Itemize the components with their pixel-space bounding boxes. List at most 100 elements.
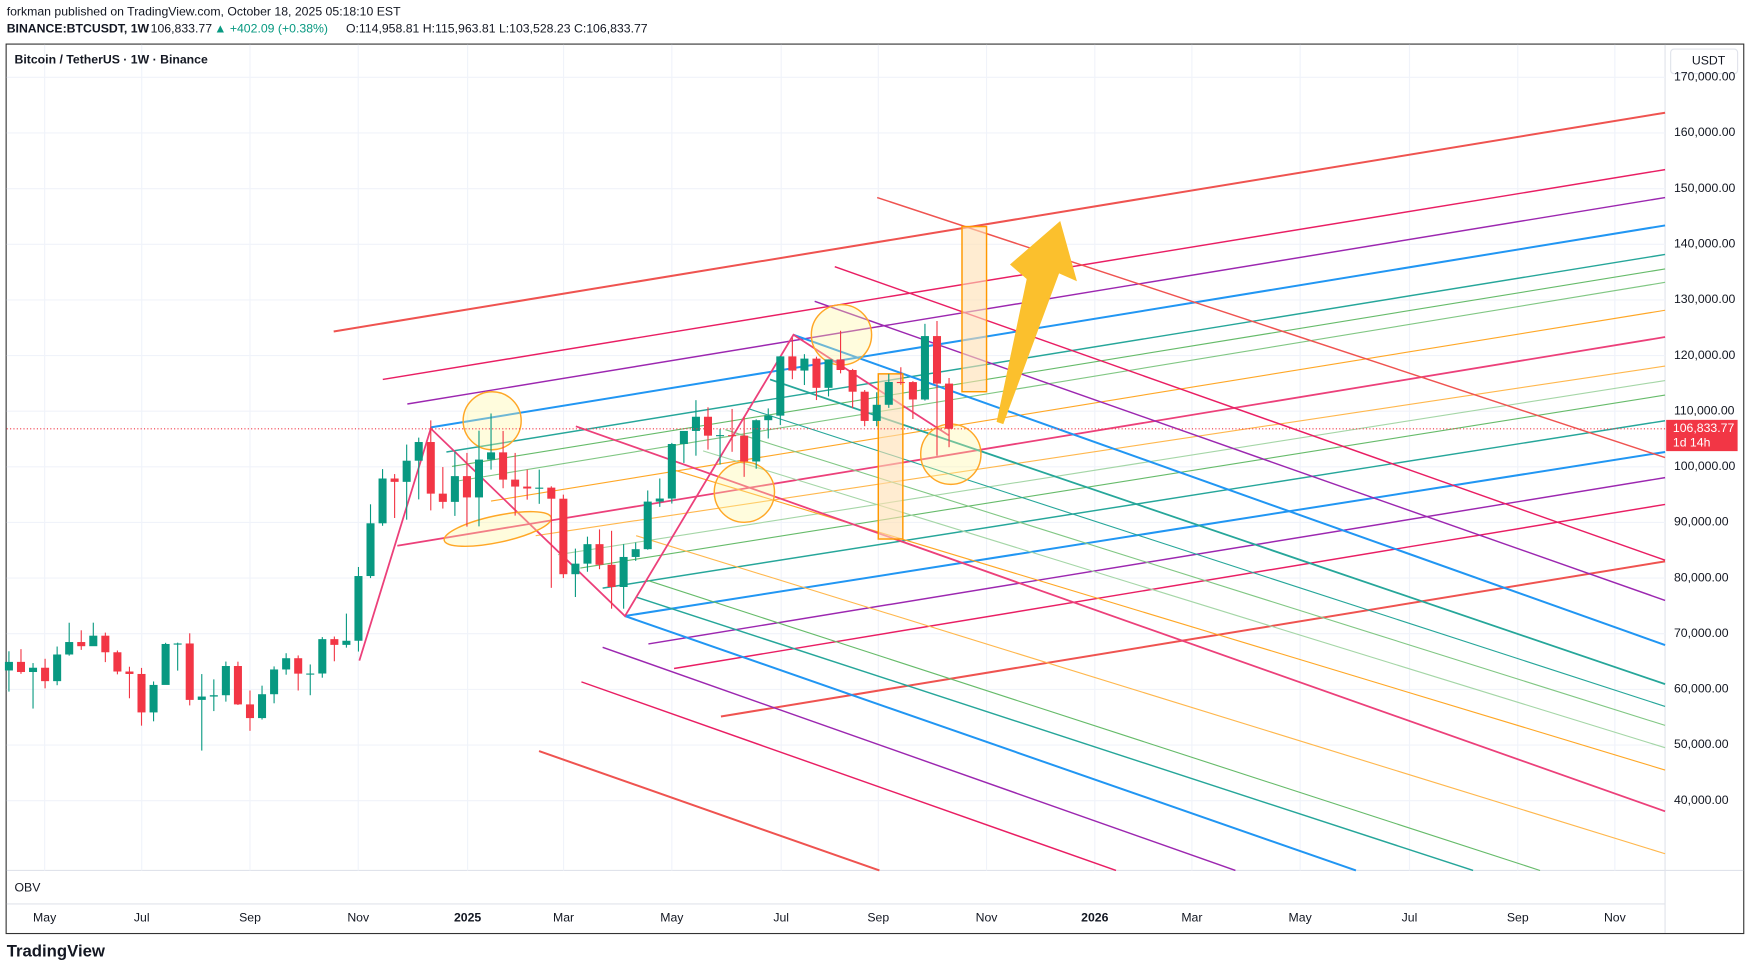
candle-body	[583, 544, 592, 564]
brand: TradingView	[7, 941, 106, 960]
candle-body	[559, 498, 568, 575]
x-tick-label: Nov	[347, 911, 370, 925]
candle-body	[788, 356, 797, 371]
line	[397, 336, 1666, 547]
candle-body	[716, 435, 725, 437]
x-tick-label: Nov	[976, 911, 999, 925]
line	[624, 615, 1357, 872]
circle	[462, 390, 522, 451]
candle-body	[77, 642, 86, 647]
candle-body	[920, 336, 929, 400]
currency-box	[1670, 48, 1739, 75]
line	[793, 333, 1666, 646]
candle-body	[619, 556, 628, 588]
line	[720, 560, 1666, 718]
candle-body	[655, 498, 664, 502]
change: ▲ +402.09 (+0.38%)	[214, 21, 328, 35]
y-tick-label: 120,000.00	[1674, 348, 1736, 362]
y-tick-label: 150,000.00	[1674, 181, 1736, 195]
candle-body	[137, 673, 146, 713]
chart-title: Bitcoin / TetherUS · 1W · Binance	[15, 52, 208, 66]
candle-body	[908, 382, 917, 400]
y-tick-label: 40,000.00	[1674, 793, 1729, 807]
line	[535, 365, 1666, 537]
line	[602, 646, 1236, 872]
candle-body	[294, 658, 303, 674]
byline: forkman published on TradingView.com, Oc…	[7, 5, 401, 19]
y-tick-label: 160,000.00	[1674, 125, 1736, 139]
currency: USDT	[1692, 54, 1726, 68]
y-tick-label: 100,000.00	[1674, 459, 1736, 473]
candle-body	[209, 695, 218, 697]
candle-body	[245, 704, 255, 719]
candle-body	[414, 442, 423, 461]
x-tick-label: Sep	[239, 911, 261, 925]
candle-body	[728, 435, 737, 437]
candle-body	[378, 478, 387, 524]
candle-body	[523, 486, 532, 489]
frame	[5, 43, 1745, 935]
candle-body	[282, 658, 291, 670]
line	[769, 378, 1666, 685]
line	[647, 579, 1541, 872]
x-tick-label: Mar	[1181, 911, 1202, 925]
countdown: 1d 14h	[1673, 436, 1711, 450]
y-tick-label: 80,000.00	[1674, 570, 1729, 584]
candle-body	[101, 635, 110, 653]
symbol: BINANCE:BTCUSDT, 1W	[7, 21, 150, 35]
candle-body	[812, 358, 821, 388]
candle-body	[703, 416, 713, 436]
candle-body	[16, 661, 25, 673]
candle-body	[836, 359, 845, 371]
candle-body	[426, 442, 435, 494]
x-tick-label: May	[33, 911, 57, 925]
x-tick-label: Jul	[134, 911, 150, 925]
line	[430, 224, 1666, 429]
line	[557, 380, 1666, 556]
y-tick-label: 110,000.00	[1674, 403, 1735, 417]
line	[490, 309, 1666, 502]
candle-body	[487, 452, 496, 460]
candle-body	[764, 415, 773, 421]
last-price-label: 106,833.77	[1673, 421, 1735, 435]
candle-body	[173, 643, 182, 645]
line	[451, 268, 1666, 468]
drawings	[333, 111, 1666, 872]
candle-body	[390, 478, 399, 482]
grid	[6, 44, 1666, 871]
line	[635, 596, 1474, 872]
x-tick-label: Sep	[867, 911, 889, 925]
x-tick-label: Sep	[1507, 911, 1529, 925]
line	[446, 253, 1666, 453]
y-tick-label: 50,000.00	[1674, 737, 1729, 751]
candle-body	[932, 336, 942, 384]
x-tick-label: Jul	[773, 911, 789, 925]
candle-body	[752, 420, 761, 462]
candle-body	[800, 358, 809, 371]
candle-body	[318, 639, 327, 674]
ellipse	[443, 510, 553, 548]
candle-body	[631, 549, 640, 557]
candle-body	[438, 493, 447, 502]
candle-body	[945, 383, 954, 429]
candle-body	[691, 416, 700, 431]
candle-body	[306, 673, 315, 675]
x-tick-label: Mar	[553, 911, 574, 925]
line	[635, 535, 1666, 855]
candle-body	[643, 501, 652, 550]
line	[333, 111, 1666, 333]
candles	[4, 321, 1666, 751]
x-tick-label: May	[660, 911, 684, 925]
candle-body	[667, 444, 676, 499]
candle-body	[270, 669, 279, 695]
candle-body	[342, 640, 351, 645]
candle-body	[824, 359, 833, 388]
line	[602, 420, 1666, 589]
candle-body	[161, 643, 170, 685]
box	[961, 225, 988, 393]
circle	[810, 303, 873, 366]
circle	[919, 423, 982, 486]
candle-body	[884, 381, 893, 405]
